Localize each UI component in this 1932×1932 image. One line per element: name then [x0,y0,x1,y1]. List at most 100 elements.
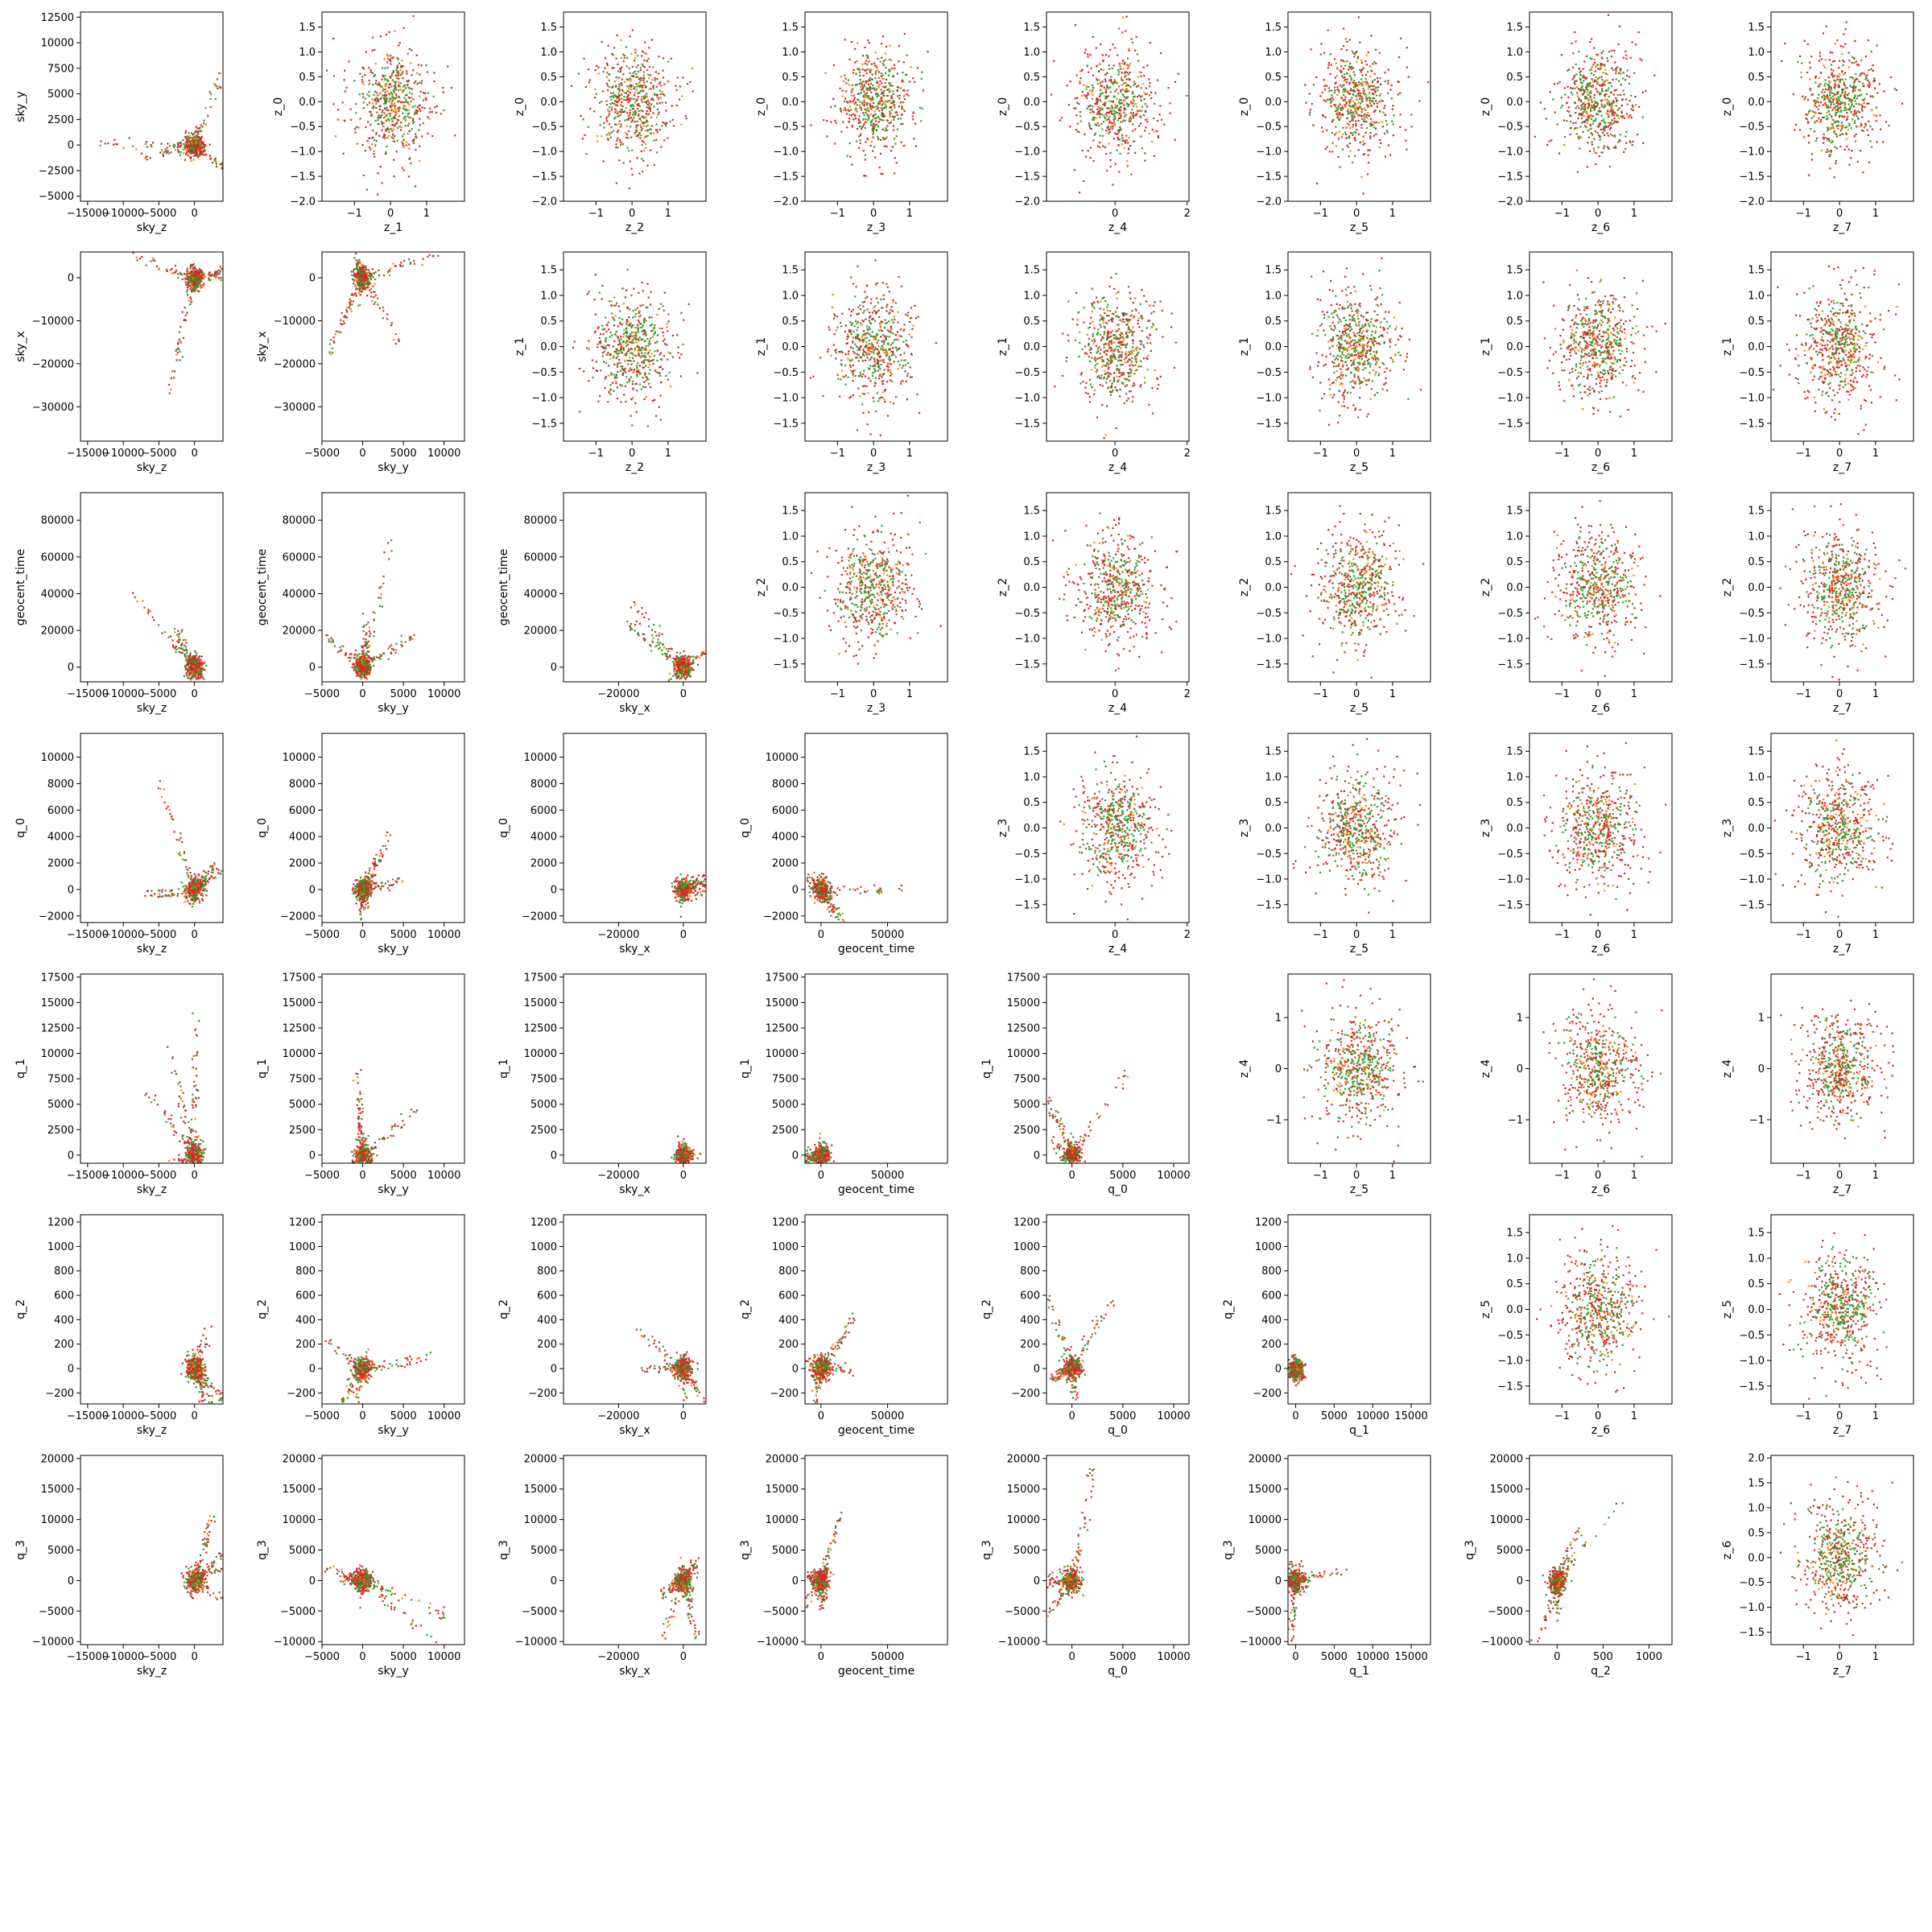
scatter-point [390,324,392,326]
scatter-point [184,656,186,658]
scatter-point [186,652,188,654]
x-tick-label: −10000 [102,929,144,941]
scatter-point [192,270,194,272]
scatter-point [390,644,392,646]
scatter-point [361,906,362,907]
y-tick-label: 60000 [41,551,74,564]
scatter-point [397,877,398,879]
scatter-point [190,886,192,887]
scatter-point [185,646,187,647]
scatter-point [151,144,152,146]
scatter-point [174,370,175,372]
scatter-point [361,678,362,679]
scatter-point [342,646,344,647]
scatter-point [203,887,204,889]
scatter-point [185,860,187,861]
scatter-point [690,883,691,885]
scatter-point [193,655,195,657]
scatter-point [192,281,193,283]
scatter-point [692,656,694,658]
scatter-point [201,875,203,877]
scatter-point [369,274,371,275]
scatter-point [189,890,191,892]
scatter-point [203,877,204,878]
scatter-point [162,154,163,155]
scatter-point [132,252,134,254]
scatter-point [356,259,357,261]
scatter-point [170,269,171,270]
scatter-point [395,881,397,882]
scatter-point [673,658,675,659]
scatter-point [189,296,191,298]
scatter-point [669,656,671,658]
scatter-point [192,143,194,145]
scatter-point [402,881,403,882]
scatter-point [357,261,358,262]
scatter-point [696,656,697,658]
scatter-point [432,255,434,257]
scatter-point [172,646,174,648]
scatter-point [333,336,335,338]
scatter-point [328,638,329,640]
scatter-point [634,604,636,605]
scatter-point [372,660,374,662]
scatter-point [684,654,686,656]
scatter-point [667,650,669,652]
scatter-point [190,875,192,877]
x-tick-label: −5000 [304,929,340,941]
scatter-point [354,663,356,665]
scatter-point [159,788,161,790]
scatter-point [687,882,688,884]
scatter-point [390,834,391,836]
scatter-point [196,287,197,289]
scatter-point [212,162,213,163]
scatter-point [355,658,357,659]
scatter-point [358,675,360,676]
scatter-point [344,323,345,324]
scatter-point [688,887,690,889]
scatter-point [703,651,704,653]
scatter-point [192,137,193,138]
scatter-point [652,642,654,643]
scatter-point [191,283,192,284]
scatter-point [179,351,180,353]
scatter-point [377,865,378,866]
scatter-point [117,143,118,145]
scatter-point [195,890,196,892]
scatter-point [210,93,212,95]
scatter-point [699,882,700,884]
scatter-point [363,625,365,626]
scatter-point [219,273,221,275]
scatter-point [361,892,362,894]
scatter-point [191,270,192,272]
scatter-point [186,887,188,889]
scatter-point [190,662,192,663]
scatter-point [357,283,359,285]
y-tick-label: 40000 [283,588,316,601]
scatter-point [191,676,192,678]
scatter-point [328,641,330,642]
scatter-point [188,132,189,134]
scatter-point [209,91,211,93]
scatter-point [381,886,382,887]
scatter-point [105,142,106,144]
scatter-point [157,896,159,898]
scatter-point [154,260,155,262]
scatter-point [380,597,382,599]
scatter-point [679,894,680,896]
scatter-point [374,863,376,865]
scatter-point [360,287,361,289]
scatter-point [188,151,189,152]
scatter-point [808,886,810,887]
scatter-point [188,155,189,156]
scatter-point [184,278,186,279]
scatter-point [196,154,198,155]
scatter-point [220,72,221,74]
scatter-point [659,646,661,648]
scatter-point [179,641,180,642]
scatter-point [159,896,161,898]
x-axis-label: sky_z [137,943,167,956]
y-tick-label: −2000 [280,910,316,923]
scatter-point [161,143,163,145]
scatter-point [701,653,703,654]
